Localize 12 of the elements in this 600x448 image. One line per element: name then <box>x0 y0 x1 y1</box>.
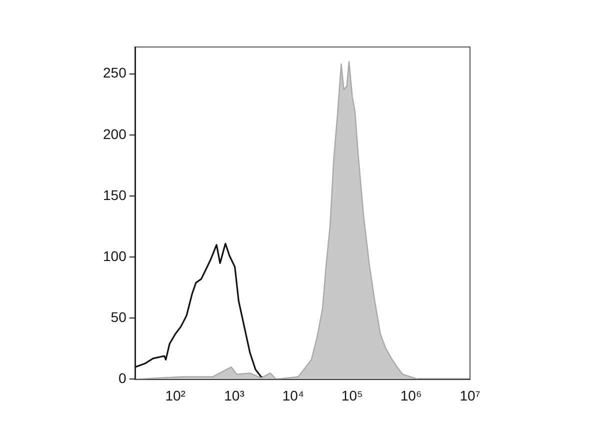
x-tick-label: 10⁴ <box>282 387 304 404</box>
x-tick-label: 10⁷ <box>460 387 480 404</box>
x-tick-label: 10⁶ <box>400 387 422 404</box>
x-tick-label: 10² <box>165 387 186 404</box>
y-tick-label: 0 <box>118 370 127 386</box>
x-tick-label: 10³ <box>224 387 245 404</box>
y-tick-label: 150 <box>103 186 127 203</box>
y-tick-label: 100 <box>103 248 127 264</box>
y-tick-label: 200 <box>103 126 127 142</box>
y-tick-label: 250 <box>103 64 127 81</box>
y-tick-label: 50 <box>110 308 127 325</box>
x-tick-label: 10⁵ <box>341 387 363 404</box>
